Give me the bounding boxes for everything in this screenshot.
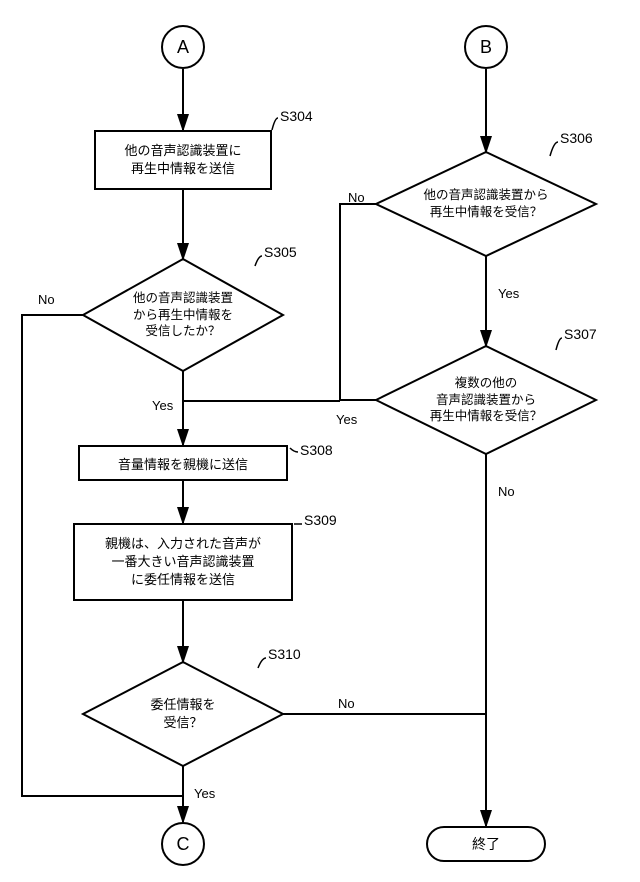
step-label-s310: S310: [268, 646, 301, 662]
connector-label: C: [177, 834, 190, 855]
edge-label: Yes: [194, 786, 215, 801]
connector-a: A: [161, 25, 205, 69]
connector-label: B: [480, 37, 492, 58]
process-s309: 親機は、入力された音声が 一番大きい音声認識装置 に委任情報を送信: [73, 523, 293, 601]
edge-label: No: [338, 696, 355, 711]
process-text: 他の音声認識装置に 再生中情報を送信: [124, 142, 241, 178]
step-label-s307: S307: [564, 326, 597, 342]
edge-label: No: [38, 292, 55, 307]
connector-b: B: [464, 25, 508, 69]
edge-label: Yes: [152, 398, 173, 413]
connector-c: C: [161, 822, 205, 866]
process-s308: 音量情報を親機に送信: [78, 445, 288, 481]
process-text: 音量情報を親機に送信: [118, 454, 248, 473]
process-s304: 他の音声認識装置に 再生中情報を送信: [94, 130, 272, 190]
step-label-s309: S309: [304, 512, 337, 528]
step-label-s304: S304: [280, 108, 313, 124]
step-label-s305: S305: [264, 244, 297, 260]
process-text: 親機は、入力された音声が 一番大きい音声認識装置 に委任情報を送信: [105, 535, 261, 590]
terminator-text: 終了: [472, 834, 500, 854]
edge-label: No: [348, 190, 365, 205]
edge-label: Yes: [498, 286, 519, 301]
connector-label: A: [177, 37, 189, 58]
step-label-s308: S308: [300, 442, 333, 458]
edge-label: No: [498, 484, 515, 499]
edge-label: Yes: [336, 412, 357, 427]
terminator-end: 終了: [426, 826, 546, 862]
step-label-s306: S306: [560, 130, 593, 146]
